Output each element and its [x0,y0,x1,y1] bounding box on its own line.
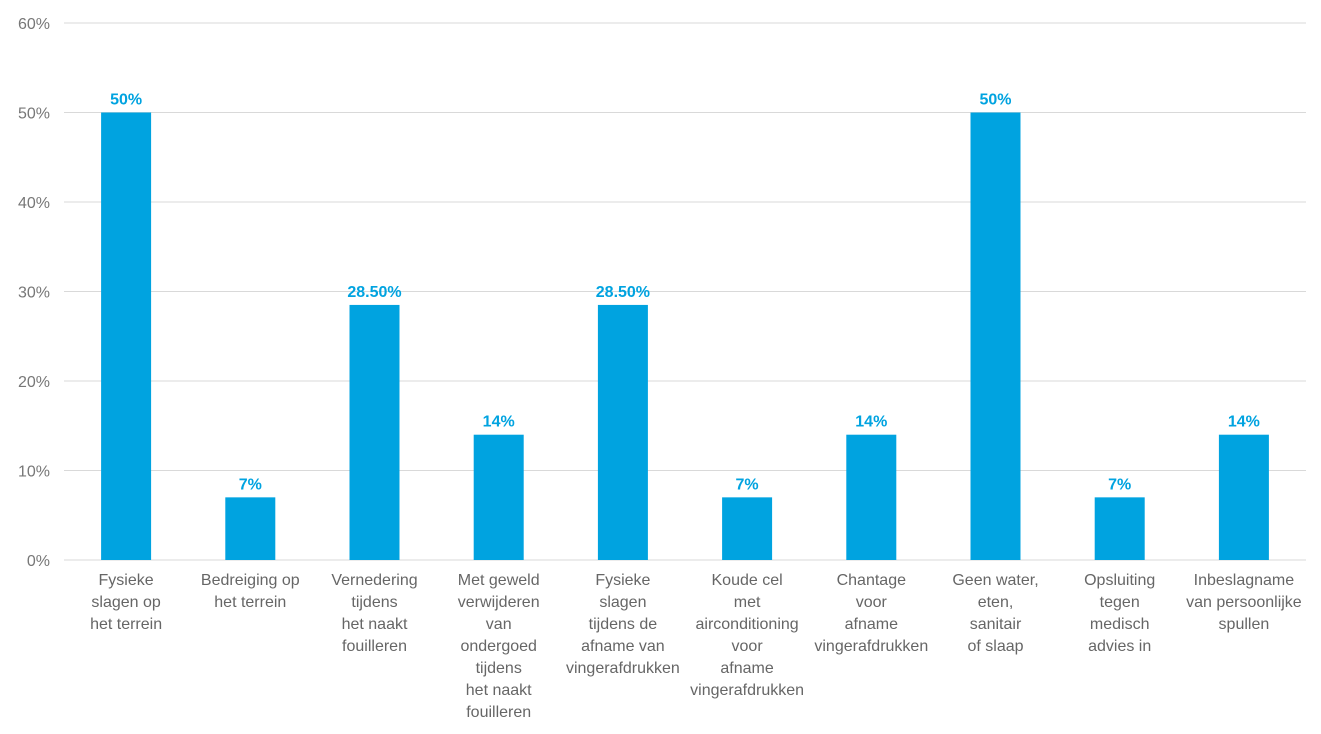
x-tick-label: Fysieke slagen op het terrein [90,572,162,633]
y-axis: 0% 10% 20% 30% 40% 50% 60% [18,16,50,570]
y-tick-label: 0% [27,553,50,570]
bar [722,497,773,560]
data-label: 14% [855,414,887,431]
x-tick-label: Fysieke slagen tijdens de afname van vingera… [566,572,680,677]
x-tick-label: Inbeslagname van persoonlijke spullen [1186,572,1302,633]
data-label: 28.50% [347,284,401,301]
data-label: 28.50% [596,284,650,301]
bar [1094,497,1145,560]
bar [349,304,400,560]
data-label: 7% [1108,476,1131,493]
bar [225,497,276,560]
bar [473,434,524,560]
x-axis: Fysieke slagen op het terrein Bedreiging op… [90,572,1302,721]
data-label: 50% [110,92,142,109]
bar [970,112,1021,560]
bars [101,112,1269,560]
x-tick-label: Vernedering tijdens het naakt fouilleren [331,572,417,655]
y-tick-label: 30% [18,285,50,302]
data-label: 14% [483,414,515,431]
y-tick-label: 40% [18,195,50,212]
data-label: 7% [736,476,759,493]
x-tick-label: Koude cel met airconditioning voor afname vin… [690,572,804,699]
bar [1218,434,1269,560]
data-label: 50% [979,92,1011,109]
y-tick-label: 20% [18,374,50,391]
x-tick-label: Opsluiting tegen medisch advies in [1084,572,1155,655]
x-tick-label: Bedreiging op het terrein [201,572,300,611]
bar [846,434,897,560]
x-tick-label: Met geweld verwijderen van ondergoed tijdens… [458,572,540,721]
y-tick-label: 60% [18,16,50,33]
data-labels: 50% 7% 28.50% 14% 28.50% 7% 14% 50% 7% 14% [110,92,1260,494]
y-tick-label: 50% [18,106,50,123]
gridlines [64,22,1306,561]
x-tick-label: Chantage voor afname vingerafdrukken [814,572,928,655]
x-tick-label: Geen water, eten, sanitair of slaap [952,572,1038,655]
data-label: 7% [239,476,262,493]
bar [101,112,152,560]
bar [597,304,648,560]
y-tick-label: 10% [18,464,50,481]
data-label: 14% [1228,414,1260,431]
